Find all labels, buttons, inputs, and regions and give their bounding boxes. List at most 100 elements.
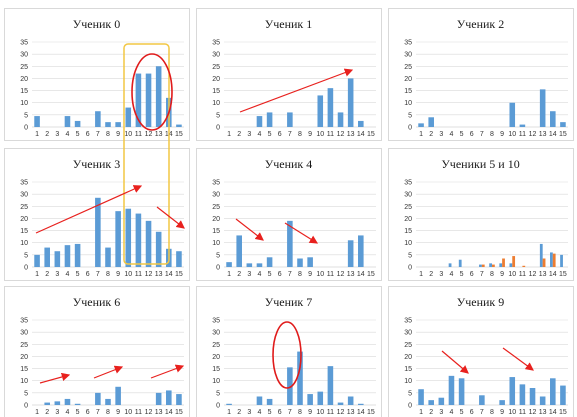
bar	[502, 258, 505, 267]
bar	[529, 388, 536, 405]
y-tick-label: 20	[404, 216, 412, 223]
trend-arrow	[93, 365, 124, 379]
x-tick-label: 14	[357, 131, 365, 138]
trend-arrow	[235, 218, 264, 241]
bar	[155, 66, 162, 127]
x-tick-label: 12	[529, 131, 537, 138]
bar	[64, 398, 71, 405]
bar	[499, 400, 505, 405]
x-tick-label: 8	[490, 131, 494, 138]
y-tick-label: 15	[404, 88, 412, 95]
y-tick-label: 35	[404, 180, 412, 187]
trend-arrow	[502, 347, 534, 371]
bar	[266, 112, 273, 127]
highlight-box	[123, 43, 170, 265]
panel-title: Ученик 1	[265, 17, 313, 31]
x-tick-label: 1	[227, 131, 231, 138]
x-tick-label: 12	[145, 271, 153, 278]
x-tick-label: 3	[55, 131, 59, 138]
x-tick-label: 1	[227, 271, 231, 278]
y-tick-label: 10	[212, 100, 220, 107]
bar	[337, 402, 344, 405]
y-tick-label: 5	[216, 390, 220, 397]
x-tick-label: 8	[106, 131, 110, 138]
x-tick-label: 15	[559, 271, 567, 278]
x-tick-label: 11	[135, 271, 142, 278]
x-tick-label: 6	[278, 131, 282, 138]
bar	[287, 112, 293, 127]
bar	[522, 265, 526, 267]
x-tick-label: 9	[500, 271, 504, 278]
bar	[418, 389, 424, 405]
x-tick-label: 11	[135, 131, 142, 138]
y-tick-label: 30	[404, 330, 412, 337]
bar	[74, 243, 81, 267]
x-tick-label: 7	[96, 271, 100, 278]
x-tick-label: 2	[429, 131, 433, 138]
x-tick-label: 2	[237, 409, 241, 416]
bar	[550, 378, 556, 405]
highlight-ellipse-student-7	[272, 321, 302, 389]
x-tick-label: 6	[86, 409, 90, 416]
x-tick-label: 11	[519, 271, 526, 278]
bar	[246, 263, 253, 267]
x-tick-label: 6	[278, 409, 282, 416]
bar	[560, 385, 566, 405]
bar	[458, 378, 465, 405]
y-tick-label: 20	[20, 76, 28, 83]
bar	[539, 89, 546, 127]
x-tick-label: 9	[308, 271, 312, 278]
y-tick-label: 0	[216, 125, 220, 132]
x-tick-label: 9	[116, 271, 120, 278]
x-tick-label: 3	[439, 409, 443, 416]
x-tick-label: 15	[175, 271, 183, 278]
y-tick-label: 15	[212, 366, 220, 373]
annotations-layer	[35, 43, 534, 389]
bar	[539, 396, 546, 405]
x-tick-label: 4	[450, 131, 454, 138]
bar	[34, 116, 40, 127]
x-tick-label: 13	[539, 271, 547, 278]
y-tick-label: 15	[20, 366, 28, 373]
x-tick-label: 5	[76, 271, 80, 278]
x-tick-label: 14	[357, 409, 365, 416]
bar	[105, 398, 111, 405]
bar	[358, 403, 364, 405]
y-tick-label: 10	[404, 240, 412, 247]
bar	[509, 263, 513, 267]
y-tick-label: 25	[212, 64, 220, 71]
x-tick-label: 11	[327, 409, 334, 416]
x-tick-label: 13	[347, 131, 355, 138]
x-tick-label: 10	[508, 409, 516, 416]
x-tick-label: 12	[337, 271, 345, 278]
x-tick-label: 9	[308, 409, 312, 416]
x-tick-label: 2	[237, 131, 241, 138]
x-tick-label: 15	[367, 409, 375, 416]
x-tick-label: 10	[124, 409, 132, 416]
y-tick-label: 0	[408, 403, 412, 410]
x-tick-label: 4	[66, 409, 70, 416]
bar	[448, 263, 452, 267]
x-tick-label: 1	[419, 271, 423, 278]
x-tick-label: 6	[86, 131, 90, 138]
x-tick-label: 5	[460, 409, 464, 416]
bar	[266, 257, 273, 267]
x-tick-label: 13	[155, 131, 163, 138]
x-tick-label: 2	[429, 409, 433, 416]
y-tick-label: 10	[212, 378, 220, 385]
x-tick-label: 10	[316, 131, 324, 138]
x-tick-label: 4	[450, 271, 454, 278]
x-tick-label: 7	[480, 271, 484, 278]
y-tick-label: 0	[24, 265, 28, 272]
x-tick-label: 14	[549, 409, 557, 416]
x-tick-label: 13	[155, 271, 163, 278]
x-tick-label: 5	[460, 271, 464, 278]
x-tick-label: 2	[429, 271, 433, 278]
bar	[115, 386, 121, 405]
y-tick-label: 35	[212, 180, 220, 187]
bar	[155, 231, 162, 267]
x-tick-label: 1	[35, 271, 39, 278]
